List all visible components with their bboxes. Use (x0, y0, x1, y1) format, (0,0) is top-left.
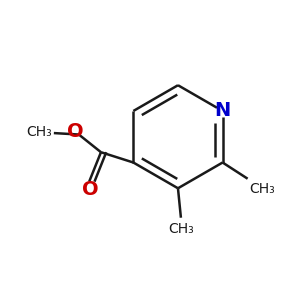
Text: O: O (82, 179, 99, 199)
Text: CH₃: CH₃ (249, 182, 275, 196)
Text: O: O (67, 122, 84, 140)
Text: CH₃: CH₃ (27, 124, 52, 139)
Text: N: N (214, 101, 231, 121)
Text: CH₃: CH₃ (168, 222, 194, 236)
